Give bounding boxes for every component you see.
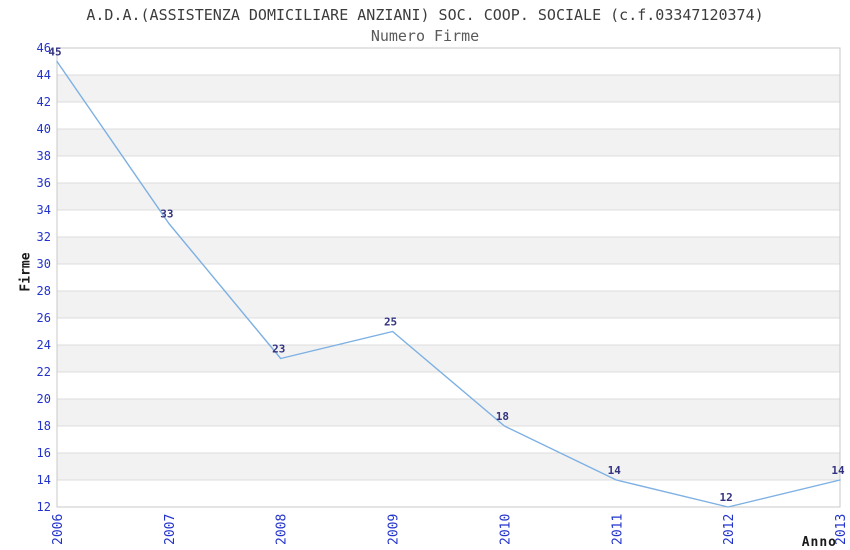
data-point-label: 33 — [160, 208, 173, 221]
y-tick-label: 28 — [37, 284, 51, 298]
y-tick-label: 38 — [37, 149, 51, 163]
grid-band — [57, 75, 840, 102]
data-point-label: 12 — [720, 491, 733, 504]
x-tick-label: 2009 — [387, 514, 402, 545]
data-point-label: 23 — [272, 343, 285, 356]
y-tick-label: 12 — [37, 500, 51, 514]
y-tick-label: 24 — [37, 338, 51, 352]
y-tick-label: 34 — [37, 203, 51, 217]
x-tick-label: 2007 — [163, 514, 178, 545]
y-tick-label: 26 — [37, 311, 51, 325]
grid-band — [57, 291, 840, 318]
grid-band — [57, 453, 840, 480]
x-tick-label: 2010 — [498, 514, 513, 545]
y-tick-label: 18 — [37, 419, 51, 433]
grid-band — [57, 183, 840, 210]
y-tick-label: 32 — [37, 230, 51, 244]
grid-band — [57, 345, 840, 372]
y-tick-label: 40 — [37, 122, 51, 136]
chart-subtitle: Numero Firme — [370, 27, 480, 45]
y-tick-label: 30 — [37, 257, 51, 271]
series-line — [56, 60, 841, 508]
y-tick-label: 46 — [37, 41, 51, 55]
x-tick-label: 2013 — [834, 514, 849, 545]
y-tick-label: 14 — [37, 473, 51, 487]
x-tick-label: 2008 — [275, 514, 290, 545]
data-point-label: 14 — [831, 464, 845, 477]
y-tick-label: 22 — [37, 365, 51, 379]
y-tick-label: 20 — [37, 392, 51, 406]
y-tick-label: 36 — [37, 176, 51, 190]
y-tick-label: 42 — [37, 95, 51, 109]
chart-title: A.D.A.(ASSISTENZA DOMICILIARE ANZIANI) S… — [86, 6, 764, 24]
x-tick-label: 2006 — [51, 514, 66, 545]
plot-border — [56, 47, 841, 508]
x-tick-label: 2012 — [722, 514, 737, 545]
grid-band — [57, 129, 840, 156]
y-tick-label: 16 — [37, 446, 51, 460]
data-point-label: 45 — [48, 46, 61, 59]
x-tick-label: 2011 — [610, 514, 625, 545]
grid-band — [57, 399, 840, 426]
data-point-label: 18 — [496, 410, 509, 423]
data-point-label: 25 — [384, 316, 397, 329]
y-tick-label: 44 — [37, 68, 51, 82]
x-axis-title: Anno — [801, 535, 837, 550]
grid-band — [57, 237, 840, 264]
data-point-label: 14 — [608, 464, 622, 477]
